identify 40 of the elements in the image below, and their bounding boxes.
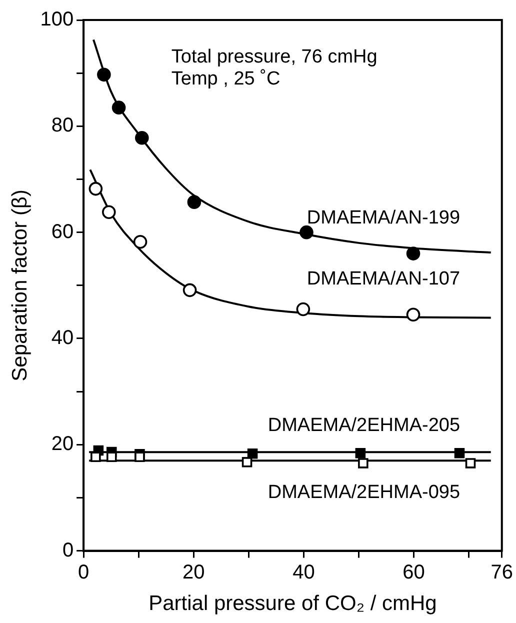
x-tick-label: 60 [402,561,425,584]
point [296,302,310,316]
point [406,246,420,260]
point [135,130,149,145]
point [106,452,117,462]
y-axis-title: Separation factor (β) [8,189,32,382]
point [90,452,101,462]
x-tick-label: 0 [78,561,90,584]
annotation: Temp , 25 ˚C [171,68,280,90]
point [358,458,368,468]
y-tick-label: 40 [51,326,74,349]
point [406,308,420,322]
y-tick-label: 60 [51,220,74,243]
series-label: DMAEMA/2EHMA-205 [268,414,460,436]
x-tick-label: 20 [182,561,205,584]
point [182,283,197,298]
point [242,457,252,468]
series-label: DMAEMA/AN-199 [306,207,460,228]
point [454,448,465,458]
y-tick-label: 0 [62,539,74,562]
point [300,225,314,240]
point [247,448,258,459]
point [187,195,202,209]
point [97,68,111,82]
point [88,182,103,196]
x-tick-label: 40 [292,561,315,584]
y-tick-label: 100 [40,8,74,31]
y-tick-label: 20 [51,433,74,456]
x-axis-title: Partial pressure of CO₂ / cmHg [148,592,437,616]
point [134,452,145,462]
y-tick-label: 80 [51,114,74,137]
x-tick-label: 76 [490,561,513,584]
point [112,100,126,114]
series-label: DMAEMA/AN-107 [306,268,460,290]
point [133,234,148,249]
series-label: DMAEMA/2EHMA-095 [268,482,460,503]
point [355,448,366,458]
point [465,458,476,468]
annotation: Total pressure, 76 cmHg [171,46,378,68]
point [102,205,116,220]
